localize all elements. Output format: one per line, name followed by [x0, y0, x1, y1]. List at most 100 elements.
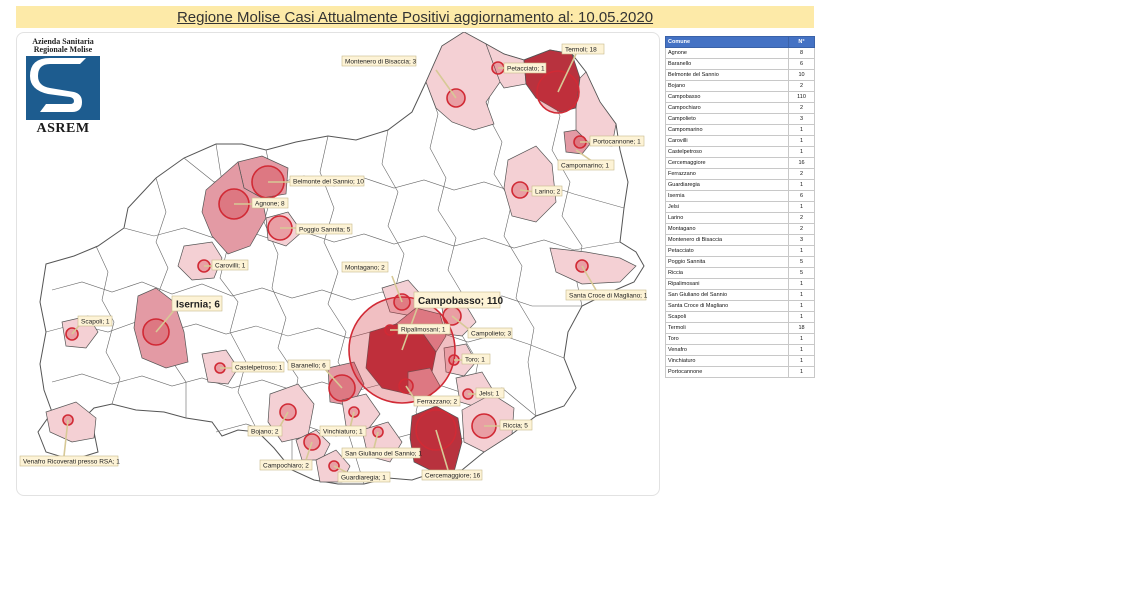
table-row: San Giuliano del Sannio 1 — [665, 289, 815, 301]
table-row: Santa Croce di Magliano 1 — [665, 300, 815, 312]
label-scapoli: Scapoli; 1 — [77, 315, 113, 327]
cell-comune: Toro — [665, 333, 789, 345]
logo-line-2: Regionale Molise — [33, 45, 93, 54]
area-castelpetroso — [201, 349, 239, 385]
svg-text:Riccia; 5: Riccia; 5 — [503, 423, 528, 430]
cell-count: 1 — [788, 300, 815, 312]
page-title: Regione Molise Casi Attualmente Positivi… — [176, 9, 654, 26]
cell-count: 10 — [788, 69, 815, 81]
cell-comune: Campochiaro — [665, 102, 789, 114]
svg-text:Campobasso; 110: Campobasso; 110 — [418, 296, 503, 307]
cases-table-container: Comune N° Agnone 8 Baranello 6 Belmonte del … — [665, 36, 815, 378]
asrem-logo: Azienda Sanitaria Regionale Molise ASREM — [24, 38, 102, 136]
area-larino — [503, 145, 557, 223]
label-carovilli: Carovilli; 1 — [211, 259, 249, 271]
table-row: Belmonte del Sannio 10 — [665, 69, 815, 81]
cell-comune: Jelsi — [665, 201, 789, 213]
svg-text:Campochiaro; 2: Campochiaro; 2 — [263, 463, 309, 470]
cell-count: 1 — [788, 344, 815, 356]
label-jelsi: Jelsi; 1 — [475, 387, 505, 399]
cell-count: 1 — [788, 355, 815, 367]
cell-count: 1 — [788, 135, 815, 147]
label-bojano: Bojano; 2 — [247, 425, 283, 437]
cases-table: Comune N° Agnone 8 Baranello 6 Belmonte del … — [665, 36, 815, 378]
svg-text:Termoli; 18: Termoli; 18 — [565, 47, 597, 54]
cell-comune: Cercemaggiore — [665, 157, 789, 169]
table-row: Campochiaro 2 — [665, 102, 815, 114]
table-row: Isernia 6 — [665, 190, 815, 202]
svg-text:Castelpetroso; 1: Castelpetroso; 1 — [235, 365, 283, 372]
svg-text:Guardiaregia; 1: Guardiaregia; 1 — [341, 475, 386, 482]
svg-text:Isernia; 6: Isernia; 6 — [176, 300, 220, 311]
table-row: Campobasso 110 — [665, 91, 815, 103]
cell-comune: Campolieto — [665, 113, 789, 125]
table-row: Montagano 2 — [665, 223, 815, 235]
label-vinchiaturo: Vinchiaturo; 1 — [319, 425, 367, 437]
table-row: Larino 2 — [665, 212, 815, 224]
label-agnone: Agnone; 8 — [251, 197, 289, 209]
svg-text:Venafro Ricoverati presso RSA;: Venafro Ricoverati presso RSA; 1 — [23, 459, 120, 466]
table-row: Ferrazzano 2 — [665, 168, 815, 180]
molise-map: Termoli; 18 Petacciato; 1 Montenero di B… — [19, 32, 648, 485]
label-portocannone: Portocannone; 1 — [589, 135, 645, 147]
table-row: Agnone 8 — [665, 47, 815, 59]
cell-count: 2 — [788, 168, 815, 180]
cell-comune: Santa Croce di Magliano — [665, 300, 789, 312]
case-bubbles — [62, 61, 589, 472]
svg-text:Jelsi; 1: Jelsi; 1 — [479, 391, 500, 398]
table-row: Vinchiaturo 1 — [665, 355, 815, 367]
label-guardiaregia: Guardiaregia; 1 — [337, 471, 391, 483]
label-castelpetroso: Castelpetroso; 1 — [231, 361, 285, 373]
cell-count: 1 — [788, 201, 815, 213]
cell-comune: Montenero di Bisaccia — [665, 234, 789, 246]
svg-text:Ripalimosani; 1: Ripalimosani; 1 — [401, 327, 446, 334]
area-baranello — [327, 361, 365, 407]
label-belmonte: Belmonte del Sannio; 10 — [289, 175, 365, 187]
table-body: Agnone 8 Baranello 6 Belmonte del Sannio 10 Bo… — [665, 47, 815, 378]
area-poggio — [265, 211, 303, 247]
svg-text:Petacciato; 1: Petacciato; 1 — [507, 66, 545, 73]
svg-text:Portocannone; 1: Portocannone; 1 — [593, 139, 641, 146]
cell-count: 2 — [788, 80, 815, 92]
label-isernia: Isernia; 6 — [171, 295, 223, 312]
table-row: Scapoli 1 — [665, 311, 815, 323]
svg-text:Agnone; 8: Agnone; 8 — [255, 201, 285, 208]
cell-count: 1 — [788, 311, 815, 323]
table-row: Petacciato 1 — [665, 245, 815, 257]
table-row: Carovilli 1 — [665, 135, 815, 147]
area-agnone — [201, 161, 267, 255]
area-portocannone — [563, 129, 591, 155]
cell-count: 16 — [788, 157, 815, 169]
label-baranello: Baranello; 6 — [287, 359, 331, 371]
cell-comune: San Giuliano del Sannio — [665, 289, 789, 301]
svg-text:Bojano; 2: Bojano; 2 — [251, 429, 279, 436]
table-row: Baranello 6 — [665, 58, 815, 70]
cell-count: 1 — [788, 146, 815, 158]
table-row: Ripalimosani 1 — [665, 278, 815, 290]
svg-text:Scapoli; 1: Scapoli; 1 — [81, 319, 110, 326]
leader-lines — [63, 53, 600, 477]
cell-comune: Portocannone — [665, 366, 789, 378]
label-ferrazzano: Ferrazzano; 2 — [413, 395, 461, 407]
label-cercemaggiore: Cercemaggiore; 16 — [421, 469, 483, 481]
table-row: Toro 1 — [665, 333, 815, 345]
cell-comune: Termoli — [665, 322, 789, 334]
cell-count: 6 — [788, 190, 815, 202]
area-venafro — [45, 401, 97, 443]
cell-comune: Belmonte del Sannio — [665, 69, 789, 81]
svg-text:Montenero di Bisaccia; 3: Montenero di Bisaccia; 3 — [345, 59, 417, 66]
label-riccia: Riccia; 5 — [499, 419, 533, 431]
svg-text:Baranello; 6: Baranello; 6 — [291, 363, 326, 370]
cell-comune: Guardiaregia — [665, 179, 789, 191]
cell-comune: Isernia — [665, 190, 789, 202]
label-montenero: Montenero di Bisaccia; 3 — [341, 55, 417, 67]
cell-comune: Campobasso — [665, 91, 789, 103]
cell-count: 1 — [788, 289, 815, 301]
area-campomarino — [575, 71, 617, 147]
area-santacroce — [549, 247, 637, 285]
cell-count: 6 — [788, 58, 815, 70]
label-termoli: Termoli; 18 — [561, 43, 605, 55]
cell-count: 1 — [788, 333, 815, 345]
cell-count: 1 — [788, 245, 815, 257]
svg-text:Montagano; 2: Montagano; 2 — [345, 265, 385, 272]
